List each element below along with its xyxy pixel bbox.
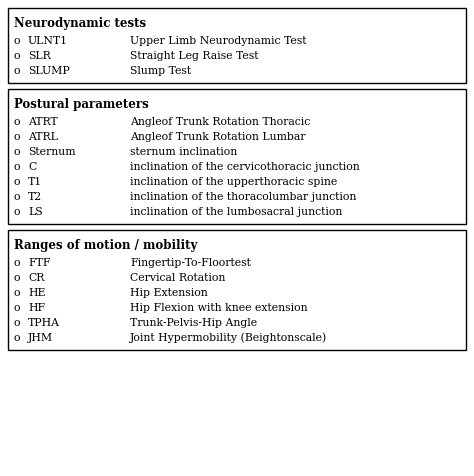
Text: o: o xyxy=(14,117,20,127)
Bar xyxy=(8,230,466,350)
Text: o: o xyxy=(14,36,20,46)
Text: o: o xyxy=(14,273,20,283)
Text: o: o xyxy=(14,333,20,343)
Text: Postural parameters: Postural parameters xyxy=(14,98,149,111)
Text: Angleof Trunk Rotation Thoracic: Angleof Trunk Rotation Thoracic xyxy=(130,117,310,127)
Text: Slump Test: Slump Test xyxy=(130,66,191,76)
Text: ATRL: ATRL xyxy=(28,132,58,142)
Text: LS: LS xyxy=(28,207,43,217)
Text: o: o xyxy=(14,51,20,61)
Text: inclination of the lumbosacral junction: inclination of the lumbosacral junction xyxy=(130,207,342,217)
Text: T2: T2 xyxy=(28,192,42,202)
Bar xyxy=(8,89,466,224)
Text: o: o xyxy=(14,288,20,298)
Text: FTF: FTF xyxy=(28,258,51,268)
Text: SLR: SLR xyxy=(28,51,51,61)
Text: ATRT: ATRT xyxy=(28,117,58,127)
Text: Hip Extension: Hip Extension xyxy=(130,288,208,298)
Text: o: o xyxy=(14,147,20,157)
Text: o: o xyxy=(14,162,20,172)
Text: o: o xyxy=(14,318,20,328)
Text: Trunk-Pelvis-Hip Angle: Trunk-Pelvis-Hip Angle xyxy=(130,318,257,328)
Text: CR: CR xyxy=(28,273,45,283)
Text: HE: HE xyxy=(28,288,46,298)
Text: sternum inclination: sternum inclination xyxy=(130,147,237,157)
Text: o: o xyxy=(14,66,20,76)
Text: Hip Flexion with knee extension: Hip Flexion with knee extension xyxy=(130,303,308,313)
Text: Angleof Trunk Rotation Lumbar: Angleof Trunk Rotation Lumbar xyxy=(130,132,306,142)
Text: inclination of the upperthoracic spine: inclination of the upperthoracic spine xyxy=(130,177,337,187)
Text: Sternum: Sternum xyxy=(28,147,75,157)
Text: Neurodynamic tests: Neurodynamic tests xyxy=(14,17,146,30)
Bar xyxy=(8,8,466,83)
Text: Straight Leg Raise Test: Straight Leg Raise Test xyxy=(130,51,258,61)
Text: Cervical Rotation: Cervical Rotation xyxy=(130,273,225,283)
Text: Fingertip-To-Floortest: Fingertip-To-Floortest xyxy=(130,258,251,268)
Text: Ranges of motion / mobility: Ranges of motion / mobility xyxy=(14,239,197,252)
Text: Upper Limb Neurodynamic Test: Upper Limb Neurodynamic Test xyxy=(130,36,307,46)
Text: SLUMP: SLUMP xyxy=(28,66,70,76)
Text: TPHA: TPHA xyxy=(28,318,60,328)
Text: T1: T1 xyxy=(28,177,42,187)
Text: o: o xyxy=(14,258,20,268)
Text: inclination of the thoracolumbar junction: inclination of the thoracolumbar junctio… xyxy=(130,192,356,202)
Text: o: o xyxy=(14,177,20,187)
Text: C: C xyxy=(28,162,36,172)
Text: JHM: JHM xyxy=(28,333,53,343)
Text: inclination of the cervicothoracic junction: inclination of the cervicothoracic junct… xyxy=(130,162,360,172)
Text: ULNT1: ULNT1 xyxy=(28,36,68,46)
Text: HF: HF xyxy=(28,303,45,313)
Text: Joint Hypermobility (Beightonscale): Joint Hypermobility (Beightonscale) xyxy=(130,333,327,344)
Text: o: o xyxy=(14,207,20,217)
Text: o: o xyxy=(14,303,20,313)
Text: o: o xyxy=(14,192,20,202)
Text: o: o xyxy=(14,132,20,142)
